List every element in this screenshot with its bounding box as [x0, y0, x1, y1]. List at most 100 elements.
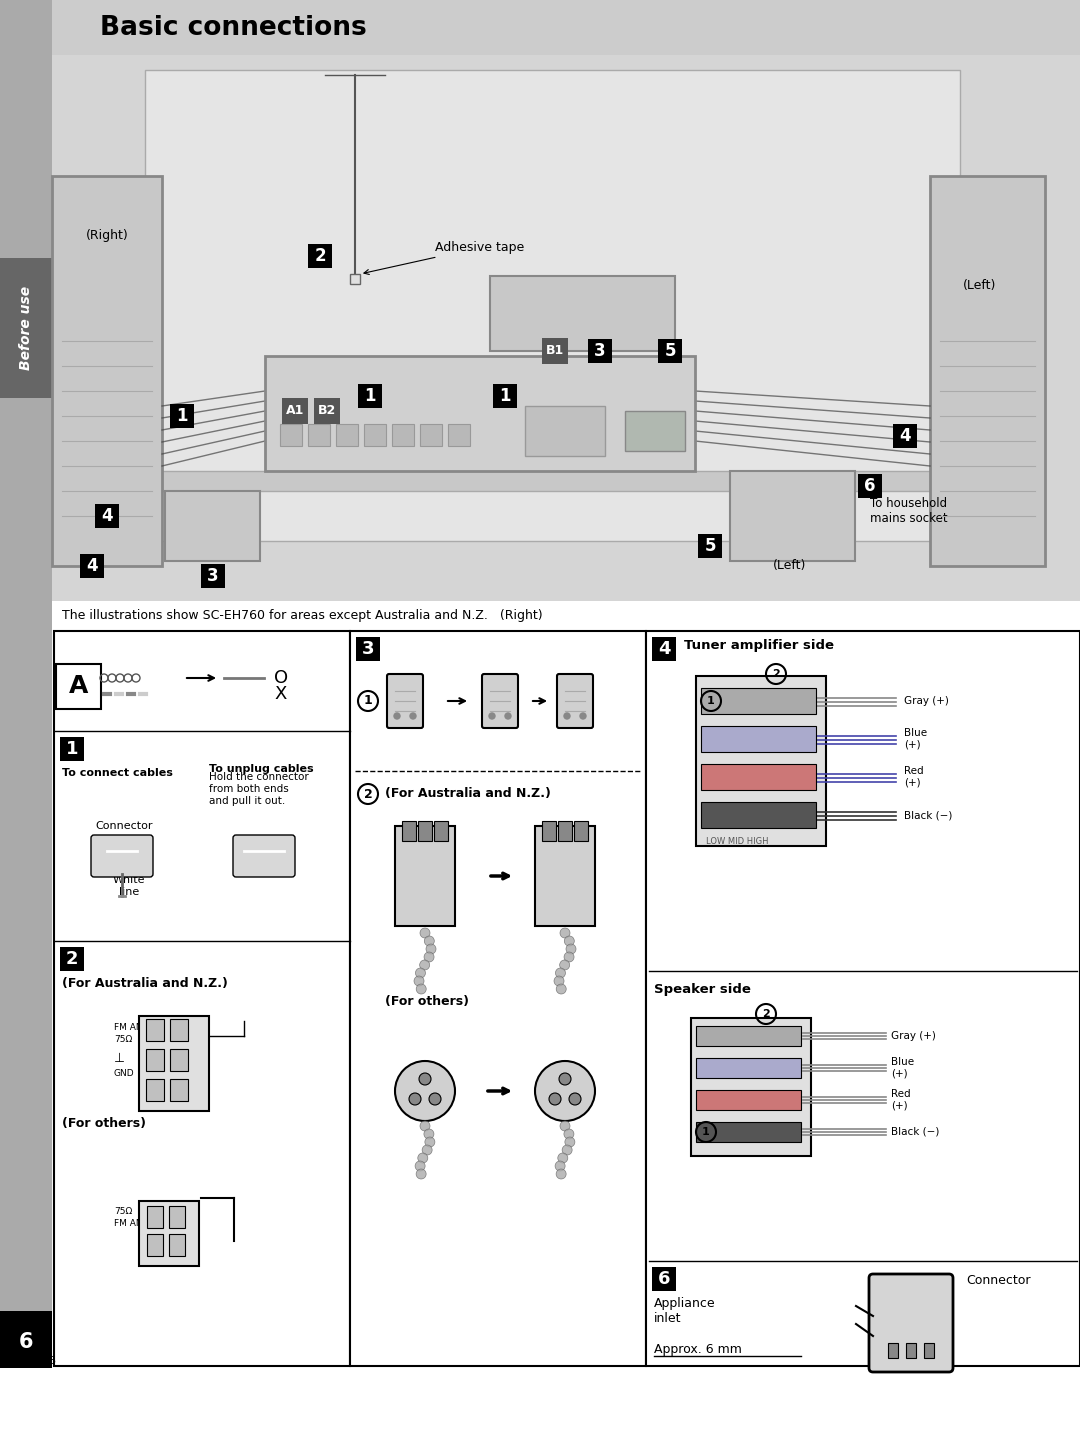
Text: Gray (+): Gray (+): [891, 1030, 936, 1040]
Text: 2: 2: [772, 669, 780, 679]
Bar: [658, 339, 681, 363]
Circle shape: [414, 976, 424, 986]
Bar: [0, 258, 52, 398]
Text: 2: 2: [364, 787, 373, 801]
Bar: [696, 1058, 801, 1078]
Text: Adhesive tape: Adhesive tape: [364, 241, 524, 274]
Circle shape: [569, 1094, 581, 1105]
Bar: [60, 736, 84, 761]
Bar: [858, 474, 882, 499]
Bar: [893, 424, 917, 448]
Text: 5: 5: [704, 537, 716, 555]
Bar: [146, 1019, 164, 1040]
Text: Gray (+): Gray (+): [904, 696, 949, 706]
Text: Basic connections: Basic connections: [100, 14, 367, 40]
Bar: [701, 764, 816, 790]
Bar: [201, 563, 225, 588]
Circle shape: [419, 1074, 431, 1085]
Bar: [147, 1206, 163, 1228]
Text: Blue
(+): Blue (+): [891, 1058, 914, 1079]
Circle shape: [422, 1146, 432, 1156]
Text: To connect cables: To connect cables: [62, 768, 173, 778]
Text: Before use: Before use: [19, 285, 33, 370]
Circle shape: [549, 1094, 561, 1105]
Bar: [350, 631, 646, 1366]
Bar: [308, 424, 330, 447]
Text: 75Ω: 75Ω: [114, 1035, 132, 1043]
Text: (For others): (For others): [384, 994, 469, 1007]
Text: A: A: [69, 674, 89, 697]
Circle shape: [394, 713, 400, 719]
Bar: [95, 504, 119, 527]
Text: RQT5355: RQT5355: [8, 1356, 56, 1366]
Text: 3: 3: [362, 640, 375, 659]
Bar: [0, 1311, 52, 1368]
Bar: [698, 535, 723, 558]
Text: Speaker side: Speaker side: [654, 983, 751, 996]
Circle shape: [420, 928, 430, 938]
Circle shape: [565, 937, 575, 945]
Text: 6: 6: [658, 1270, 671, 1288]
Text: (Right): (Right): [85, 229, 129, 242]
Text: 2: 2: [314, 246, 326, 265]
Text: FM ANT: FM ANT: [114, 1023, 148, 1032]
Bar: [80, 553, 104, 578]
Bar: [282, 398, 308, 424]
Bar: [147, 1233, 163, 1257]
FancyBboxPatch shape: [387, 674, 423, 728]
Bar: [701, 726, 816, 752]
Bar: [168, 1233, 185, 1257]
Text: X: X: [274, 684, 286, 703]
Text: (For Australia and N.Z.): (For Australia and N.Z.): [384, 787, 551, 801]
Bar: [691, 1017, 811, 1156]
Bar: [730, 471, 855, 561]
Bar: [146, 1079, 164, 1101]
Circle shape: [420, 1121, 430, 1131]
Circle shape: [424, 937, 434, 945]
Text: 4: 4: [900, 427, 910, 445]
Text: GND: GND: [114, 1068, 135, 1078]
Text: 75Ω: 75Ω: [114, 1208, 132, 1216]
Text: Connector: Connector: [95, 821, 152, 831]
Text: To unplug cables: To unplug cables: [210, 764, 313, 774]
Bar: [170, 403, 194, 428]
Bar: [145, 471, 960, 491]
Text: 6: 6: [864, 477, 876, 496]
Bar: [52, 176, 162, 566]
Text: Red
(+): Red (+): [891, 1089, 910, 1111]
Bar: [356, 637, 380, 661]
Text: (For Australia and N.Z.): (For Australia and N.Z.): [62, 977, 228, 990]
Text: 3: 3: [594, 342, 606, 360]
FancyBboxPatch shape: [233, 834, 295, 878]
Bar: [930, 176, 1045, 566]
Bar: [265, 356, 696, 471]
Text: Black (−): Black (−): [891, 1127, 940, 1137]
Text: 1: 1: [176, 406, 188, 425]
Bar: [652, 1267, 676, 1291]
Bar: [146, 1049, 164, 1071]
Circle shape: [424, 1137, 435, 1147]
Text: Connector: Connector: [966, 1274, 1030, 1287]
Circle shape: [555, 1161, 565, 1172]
Text: 2: 2: [66, 950, 78, 968]
Bar: [52, 0, 1080, 55]
Bar: [395, 826, 455, 927]
Bar: [652, 637, 676, 661]
Circle shape: [565, 1137, 575, 1147]
Bar: [696, 1089, 801, 1110]
Text: (Left): (Left): [963, 280, 997, 293]
Bar: [420, 424, 442, 447]
FancyBboxPatch shape: [557, 674, 593, 728]
Text: 4: 4: [86, 558, 98, 575]
Text: Hold the connector
from both ends
and pull it out.: Hold the connector from both ends and pu…: [210, 772, 309, 806]
Text: Tuner amplifier side: Tuner amplifier side: [684, 638, 834, 651]
Bar: [56, 664, 102, 709]
Text: 6: 6: [18, 1331, 33, 1352]
Bar: [696, 1123, 801, 1143]
Bar: [168, 1206, 185, 1228]
Text: LOW MID HIGH: LOW MID HIGH: [706, 836, 769, 846]
FancyBboxPatch shape: [91, 834, 153, 878]
Bar: [139, 1016, 210, 1111]
Bar: [139, 1200, 199, 1267]
Bar: [336, 424, 357, 447]
